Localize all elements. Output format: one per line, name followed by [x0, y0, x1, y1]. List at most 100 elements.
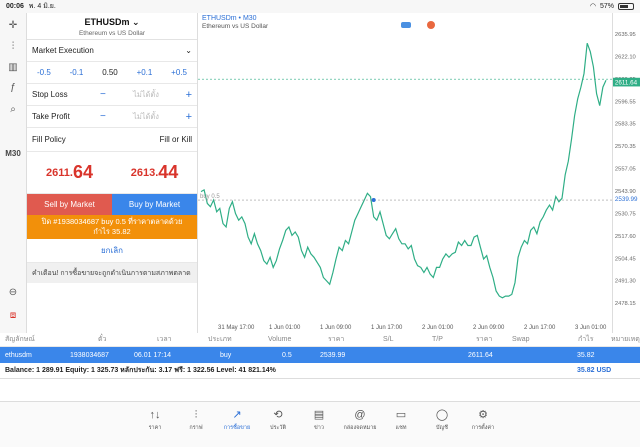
col-swap: Swap [512, 336, 530, 343]
crosshair-icon[interactable]: ✛ [8, 19, 18, 31]
tab-trade[interactable]: ↗ การซื้อขาย [217, 408, 257, 432]
price-line [200, 42, 607, 299]
tab-account[interactable]: ◯ บัญชี [422, 408, 462, 432]
total-profit: 35.82 USD [577, 367, 612, 374]
cancel-button[interactable]: ยกเลิก [27, 239, 197, 263]
cell-type: buy [220, 351, 232, 359]
entry-tag: buy 0.5 [200, 194, 220, 200]
close-position-button[interactable]: ปิด #1938034687 buy 0.5 ที่ราคาตลาดด้วย … [27, 215, 197, 239]
y-tick-label: 2491.30 [615, 279, 636, 285]
news-icon: ▤ [313, 409, 325, 421]
chart-indicator-1[interactable] [401, 22, 411, 28]
trade-tab-icon: ↗ [232, 409, 242, 421]
order-type-select[interactable]: Market Execution ⌄ [27, 40, 197, 62]
chevron-down-icon: ⌄ [185, 46, 192, 55]
positions-table: สัญลักษณ์ ตั๋ว เวลา ประเภท Volume ราคา S… [0, 333, 640, 379]
sell-button[interactable]: Sell by Market [27, 194, 112, 215]
chart-indicator-2[interactable] [427, 21, 435, 29]
x-tick-label: 2 Jun 01:00 [422, 325, 454, 331]
price-chart[interactable]: buy 0.5 31 May 17:00 1 Jun 01:00 1 Jun 09:… [198, 13, 612, 333]
chart-subtitle: Ethereum vs US Dollar [202, 23, 269, 30]
take-profit-minus[interactable]: − [100, 111, 106, 122]
symbol-name: ETHUSDm [84, 17, 130, 27]
volume-plus-01[interactable]: +0.1 [136, 68, 153, 77]
tab-settings[interactable]: ⚙ การตั้งค่า [463, 408, 503, 432]
stop-loss-minus[interactable]: − [100, 89, 106, 100]
tab-chart[interactable]: ⫶ กราฟ [176, 408, 216, 432]
y-tick-label: 2596.55 [615, 99, 636, 105]
col-comment: หมายเหตุ [611, 336, 640, 343]
volume-plus-05[interactable]: +0.5 [171, 68, 187, 77]
cell-profit: 35.82 [577, 351, 595, 359]
account-icon: ◯ [435, 409, 449, 421]
take-profit-input[interactable]: ไม่ได้ตั้ง [133, 111, 159, 121]
stop-loss-input[interactable]: ไม่ได้ตั้ง [133, 89, 159, 99]
tab-bar: ↑↓ ราคา ⫶ กราฟ ↗ การซื้อขาย ⟲ ประวัติ ▤ ข่าว … [0, 401, 640, 447]
tab-history[interactable]: ⟲ ประวัติ [258, 408, 298, 432]
quotes-icon: ↑↓ [149, 409, 161, 421]
chart-toolbar: ✛ ⫶ ▥ ƒ ⌕ M30 ⊖ ⧈ [0, 13, 27, 333]
order-panel: ETHUSDm ⌄ Ethereum vs US Dollar Market E… [27, 13, 198, 333]
bars-icon[interactable]: ▥ [8, 61, 18, 73]
entry-marker [371, 198, 376, 203]
x-tick-label: 3 Jun 01:00 [575, 325, 607, 331]
volume-value[interactable]: 0.50 [102, 68, 118, 77]
y-tick-label: 2570.35 [615, 144, 636, 150]
col-type: ประเภท [208, 336, 232, 343]
ask-price: 2613. 44 [130, 162, 179, 182]
cell-price: 2539.99 [320, 351, 346, 359]
fill-policy-label: Fill Policy [32, 135, 66, 144]
zoom-icon[interactable]: ⊖ [8, 286, 18, 298]
volume-minus-05[interactable]: -0.5 [37, 68, 51, 77]
y-tick-label: 2517.60 [615, 234, 636, 240]
table-header: สัญลักษณ์ ตั๋ว เวลา ประเภท Volume ราคา S… [0, 333, 640, 347]
buy-button[interactable]: Buy by Market [112, 194, 197, 215]
wifi-icon: ◠ [589, 3, 596, 10]
tab-quotes[interactable]: ↑↓ ราคา [135, 408, 175, 432]
take-profit-plus[interactable]: + [185, 110, 192, 123]
tab-chat[interactable]: ▭ แชท [381, 408, 421, 432]
cell-symbol: ethusdm [5, 351, 32, 359]
fill-policy-row[interactable]: Fill Policy Fill or Kill [27, 128, 197, 152]
x-tick-label: 31 May 17:00 [218, 325, 255, 331]
x-tick-label: 2 Jun 17:00 [524, 325, 556, 331]
status-date: พ. 4 มิ.ย. [28, 3, 56, 10]
y-tick-label: 2530.75 [615, 211, 636, 217]
quotes: 2611. 64 2613. 44 [27, 152, 197, 194]
x-tick-label: 1 Jun 17:00 [371, 325, 403, 331]
candlestick-icon[interactable]: ⫶ [11, 40, 15, 52]
order-type-value: Market Execution [32, 46, 94, 55]
trade-icon[interactable]: ⧈ [9, 309, 17, 321]
balance-row: Balance: 1 289.91 Equity: 1 325.73 หลักป… [0, 363, 640, 379]
x-tick-label: 1 Jun 01:00 [269, 325, 301, 331]
y-tick-label: 2635.95 [615, 32, 636, 38]
tab-mailbox[interactable]: @ กล่องจดหมาย [340, 408, 380, 432]
history-icon: ⟲ [273, 409, 283, 421]
col-volume: Volume [268, 336, 292, 343]
col-profit: กำไร [578, 336, 594, 343]
table-row[interactable]: ethusdm 1938034687 06.01 17:14 buy 0.5 2… [0, 347, 640, 363]
close-position-line2: กำไร 35.82 [93, 227, 131, 236]
tab-news[interactable]: ▤ ข่าว [299, 408, 339, 432]
cell-volume: 0.5 [282, 351, 292, 359]
col-cur-price: ราคา [476, 336, 493, 343]
chat-icon: ▭ [395, 409, 407, 421]
mail-icon: @ [354, 409, 366, 421]
objects-icon[interactable]: ⌕ [10, 103, 16, 115]
take-profit-row: Take Profit − ไม่ได้ตั้ง + [27, 106, 197, 128]
y-tick-label: 2504.45 [615, 256, 636, 262]
fill-policy-value: Fill or Kill [159, 135, 192, 144]
indicator-icon[interactable]: ƒ [10, 81, 16, 93]
stop-loss-label: Stop Loss [32, 90, 68, 99]
x-tick-label: 1 Jun 09:00 [320, 325, 352, 331]
price-axis: 2635.952622.102609.252596.552583.352570.… [612, 13, 640, 333]
symbol-selector[interactable]: ETHUSDm ⌄ Ethereum vs US Dollar [27, 13, 197, 40]
col-sl: S/L [383, 336, 394, 343]
timeframe-button[interactable]: M30 [5, 148, 21, 158]
volume-minus-01[interactable]: -0.1 [69, 68, 84, 77]
balance-summary: Balance: 1 289.91 Equity: 1 325.73 หลักป… [5, 367, 276, 374]
y-tick-label: 2557.05 [615, 167, 636, 173]
chevron-down-icon: ⌄ [131, 17, 140, 27]
stop-loss-plus[interactable]: + [185, 88, 192, 101]
y-tick-label: 2478.15 [615, 301, 636, 307]
